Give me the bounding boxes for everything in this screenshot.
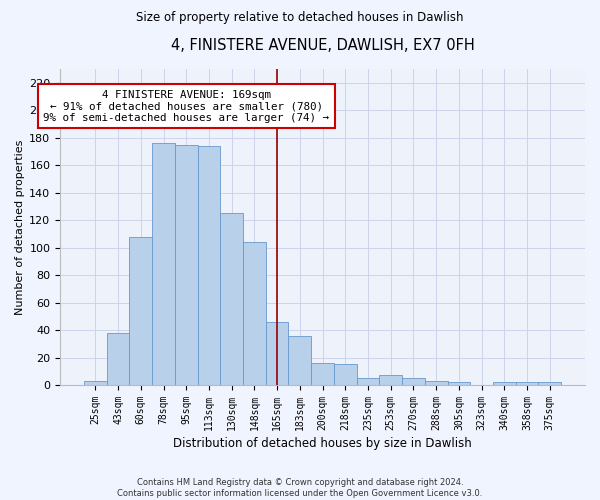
Bar (334, 364, 356, 385)
Bar (130, 236, 152, 385)
Bar (84, 381, 107, 385)
Bar (425, 381, 448, 385)
Bar (152, 143, 175, 385)
Bar (289, 336, 311, 385)
Bar (402, 378, 425, 385)
Bar (311, 363, 334, 385)
Y-axis label: Number of detached properties: Number of detached properties (15, 140, 25, 314)
Bar (356, 378, 379, 385)
Bar (516, 382, 538, 385)
Bar (266, 322, 289, 385)
Bar (107, 333, 130, 385)
Text: Size of property relative to detached houses in Dawlish: Size of property relative to detached ho… (136, 11, 464, 24)
Bar (197, 146, 220, 385)
Bar (379, 376, 402, 385)
X-axis label: Distribution of detached houses by size in Dawlish: Distribution of detached houses by size … (173, 437, 472, 450)
Bar (243, 242, 266, 385)
Bar (448, 382, 470, 385)
Title: 4, FINISTERE AVENUE, DAWLISH, EX7 0FH: 4, FINISTERE AVENUE, DAWLISH, EX7 0FH (170, 38, 475, 52)
Text: 4 FINISTERE AVENUE: 169sqm
← 91% of detached houses are smaller (780)
9% of semi: 4 FINISTERE AVENUE: 169sqm ← 91% of deta… (43, 90, 329, 123)
Text: Contains HM Land Registry data © Crown copyright and database right 2024.
Contai: Contains HM Land Registry data © Crown c… (118, 478, 482, 498)
Bar (538, 382, 561, 385)
Bar (220, 214, 243, 385)
Bar (175, 144, 197, 385)
Bar (493, 382, 516, 385)
